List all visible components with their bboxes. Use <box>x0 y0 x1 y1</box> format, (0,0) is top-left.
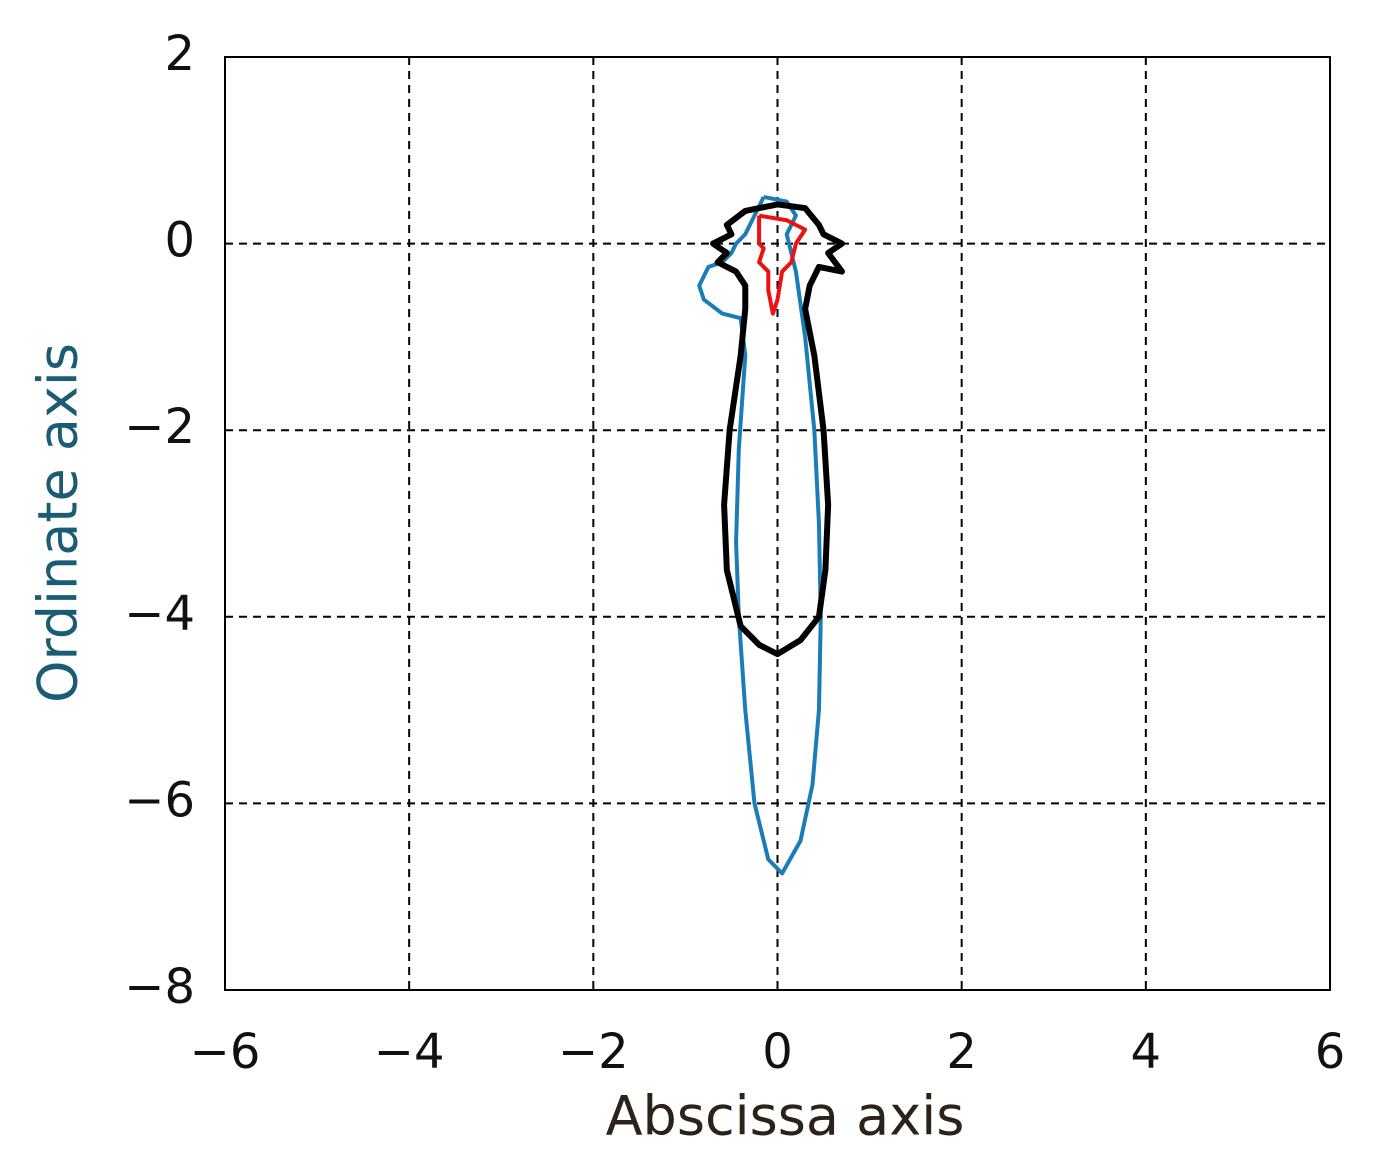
series-line <box>710 201 845 658</box>
x-tick-label: 6 <box>1315 1024 1346 1080</box>
x-tick-label: −4 <box>374 1024 445 1080</box>
plot-frame <box>224 56 1331 991</box>
x-tick-label: 2 <box>946 1024 977 1080</box>
y-axis-label: Ordinate axis <box>27 343 90 703</box>
x-tick-label: −6 <box>190 1024 261 1080</box>
y-tick-label: −6 <box>124 772 195 828</box>
series-line <box>697 194 823 876</box>
y-tick-label: −4 <box>124 586 195 642</box>
y-tick-label: −2 <box>124 399 195 455</box>
x-tick-label: 0 <box>762 1024 793 1080</box>
series-line <box>757 213 808 316</box>
y-tick-label: −8 <box>124 959 195 1015</box>
x-tick-label: 4 <box>1131 1024 1162 1080</box>
x-axis-label: Abscissa axis <box>606 1085 965 1148</box>
x-tick-label: −2 <box>558 1024 629 1080</box>
y-tick-label: 0 <box>164 213 195 269</box>
y-tick-label: 2 <box>164 26 195 82</box>
